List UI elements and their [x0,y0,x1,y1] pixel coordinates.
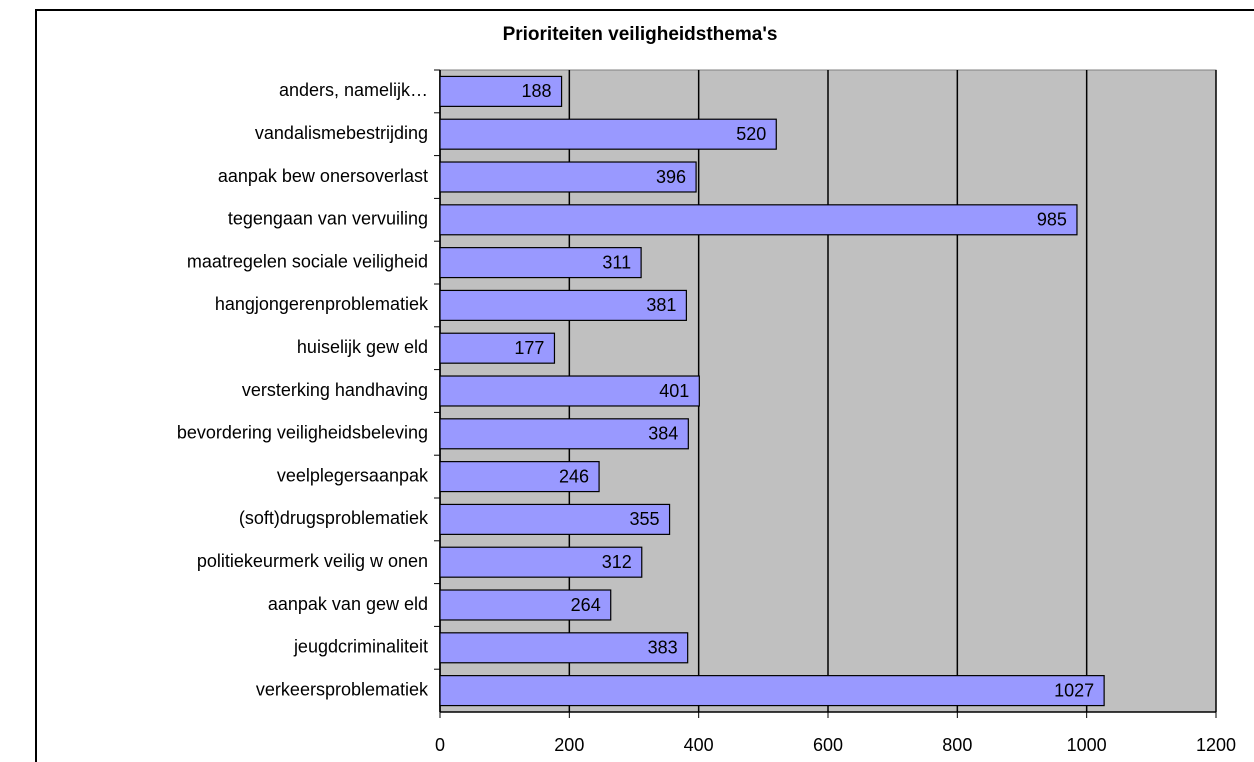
y-tick-label: vandalismebestrijding [255,123,428,143]
x-tick-label: 400 [684,735,714,755]
y-tick-label: jeugdcriminaliteit [293,637,428,657]
x-tick-label: 0 [435,735,445,755]
y-tick-label: verkeersproblematiek [256,679,429,699]
bar [439,75,563,107]
value-label: 985 [1037,210,1067,230]
value-label: 381 [646,295,676,315]
bar [439,375,700,407]
value-label: 264 [571,595,601,615]
bar [439,247,642,279]
bar [439,589,612,621]
y-tick-label: huiselijk gew eld [297,337,428,357]
value-label: 1027 [1054,680,1094,700]
x-tick-label: 1000 [1067,735,1107,755]
value-label: 312 [602,552,632,572]
y-tick-label: versterking handhaving [242,380,428,400]
bar [439,461,600,493]
bar [439,503,671,535]
y-tick-label: politiekeurmerk veilig w onen [197,551,428,571]
y-tick-label: bevordering veiligheidsbeleving [177,423,428,443]
y-tick-label: (soft)drugsproblematiek [239,508,429,528]
value-label: 384 [648,424,678,444]
value-label: 188 [522,81,552,101]
y-tick-label: hangjongerenproblematiek [215,294,429,314]
value-label: 311 [602,252,631,272]
bar [439,332,556,364]
value-label: 396 [656,167,686,187]
value-label: 177 [514,338,544,358]
bar [439,289,687,321]
bar [439,675,1105,707]
x-tick-label: 1200 [1196,735,1236,755]
value-label: 383 [648,638,678,658]
bar [439,418,689,450]
value-label: 520 [736,124,766,144]
y-tick-label: anders, namelijk… [279,80,428,100]
bar [439,161,697,193]
y-tick-label: maatregelen sociale veiligheid [187,251,428,271]
y-tick-label: aanpak bew onersoverlast [218,166,428,186]
x-tick-label: 600 [813,735,843,755]
value-label: 401 [659,381,689,401]
value-label: 246 [559,466,589,486]
chart-title: Prioriteiten veiligheidsthema's [503,24,778,45]
bar [439,118,777,150]
x-tick-label: 200 [554,735,584,755]
y-tick-label: aanpak van gew eld [268,594,428,614]
bar [439,632,689,664]
y-tick-label: veelplegersaanpak [277,465,429,485]
bar [439,204,1078,236]
y-tick-label: tegengaan van vervuiling [228,209,428,229]
bar [439,546,643,578]
x-tick-label: 800 [942,735,972,755]
value-label: 355 [630,509,660,529]
